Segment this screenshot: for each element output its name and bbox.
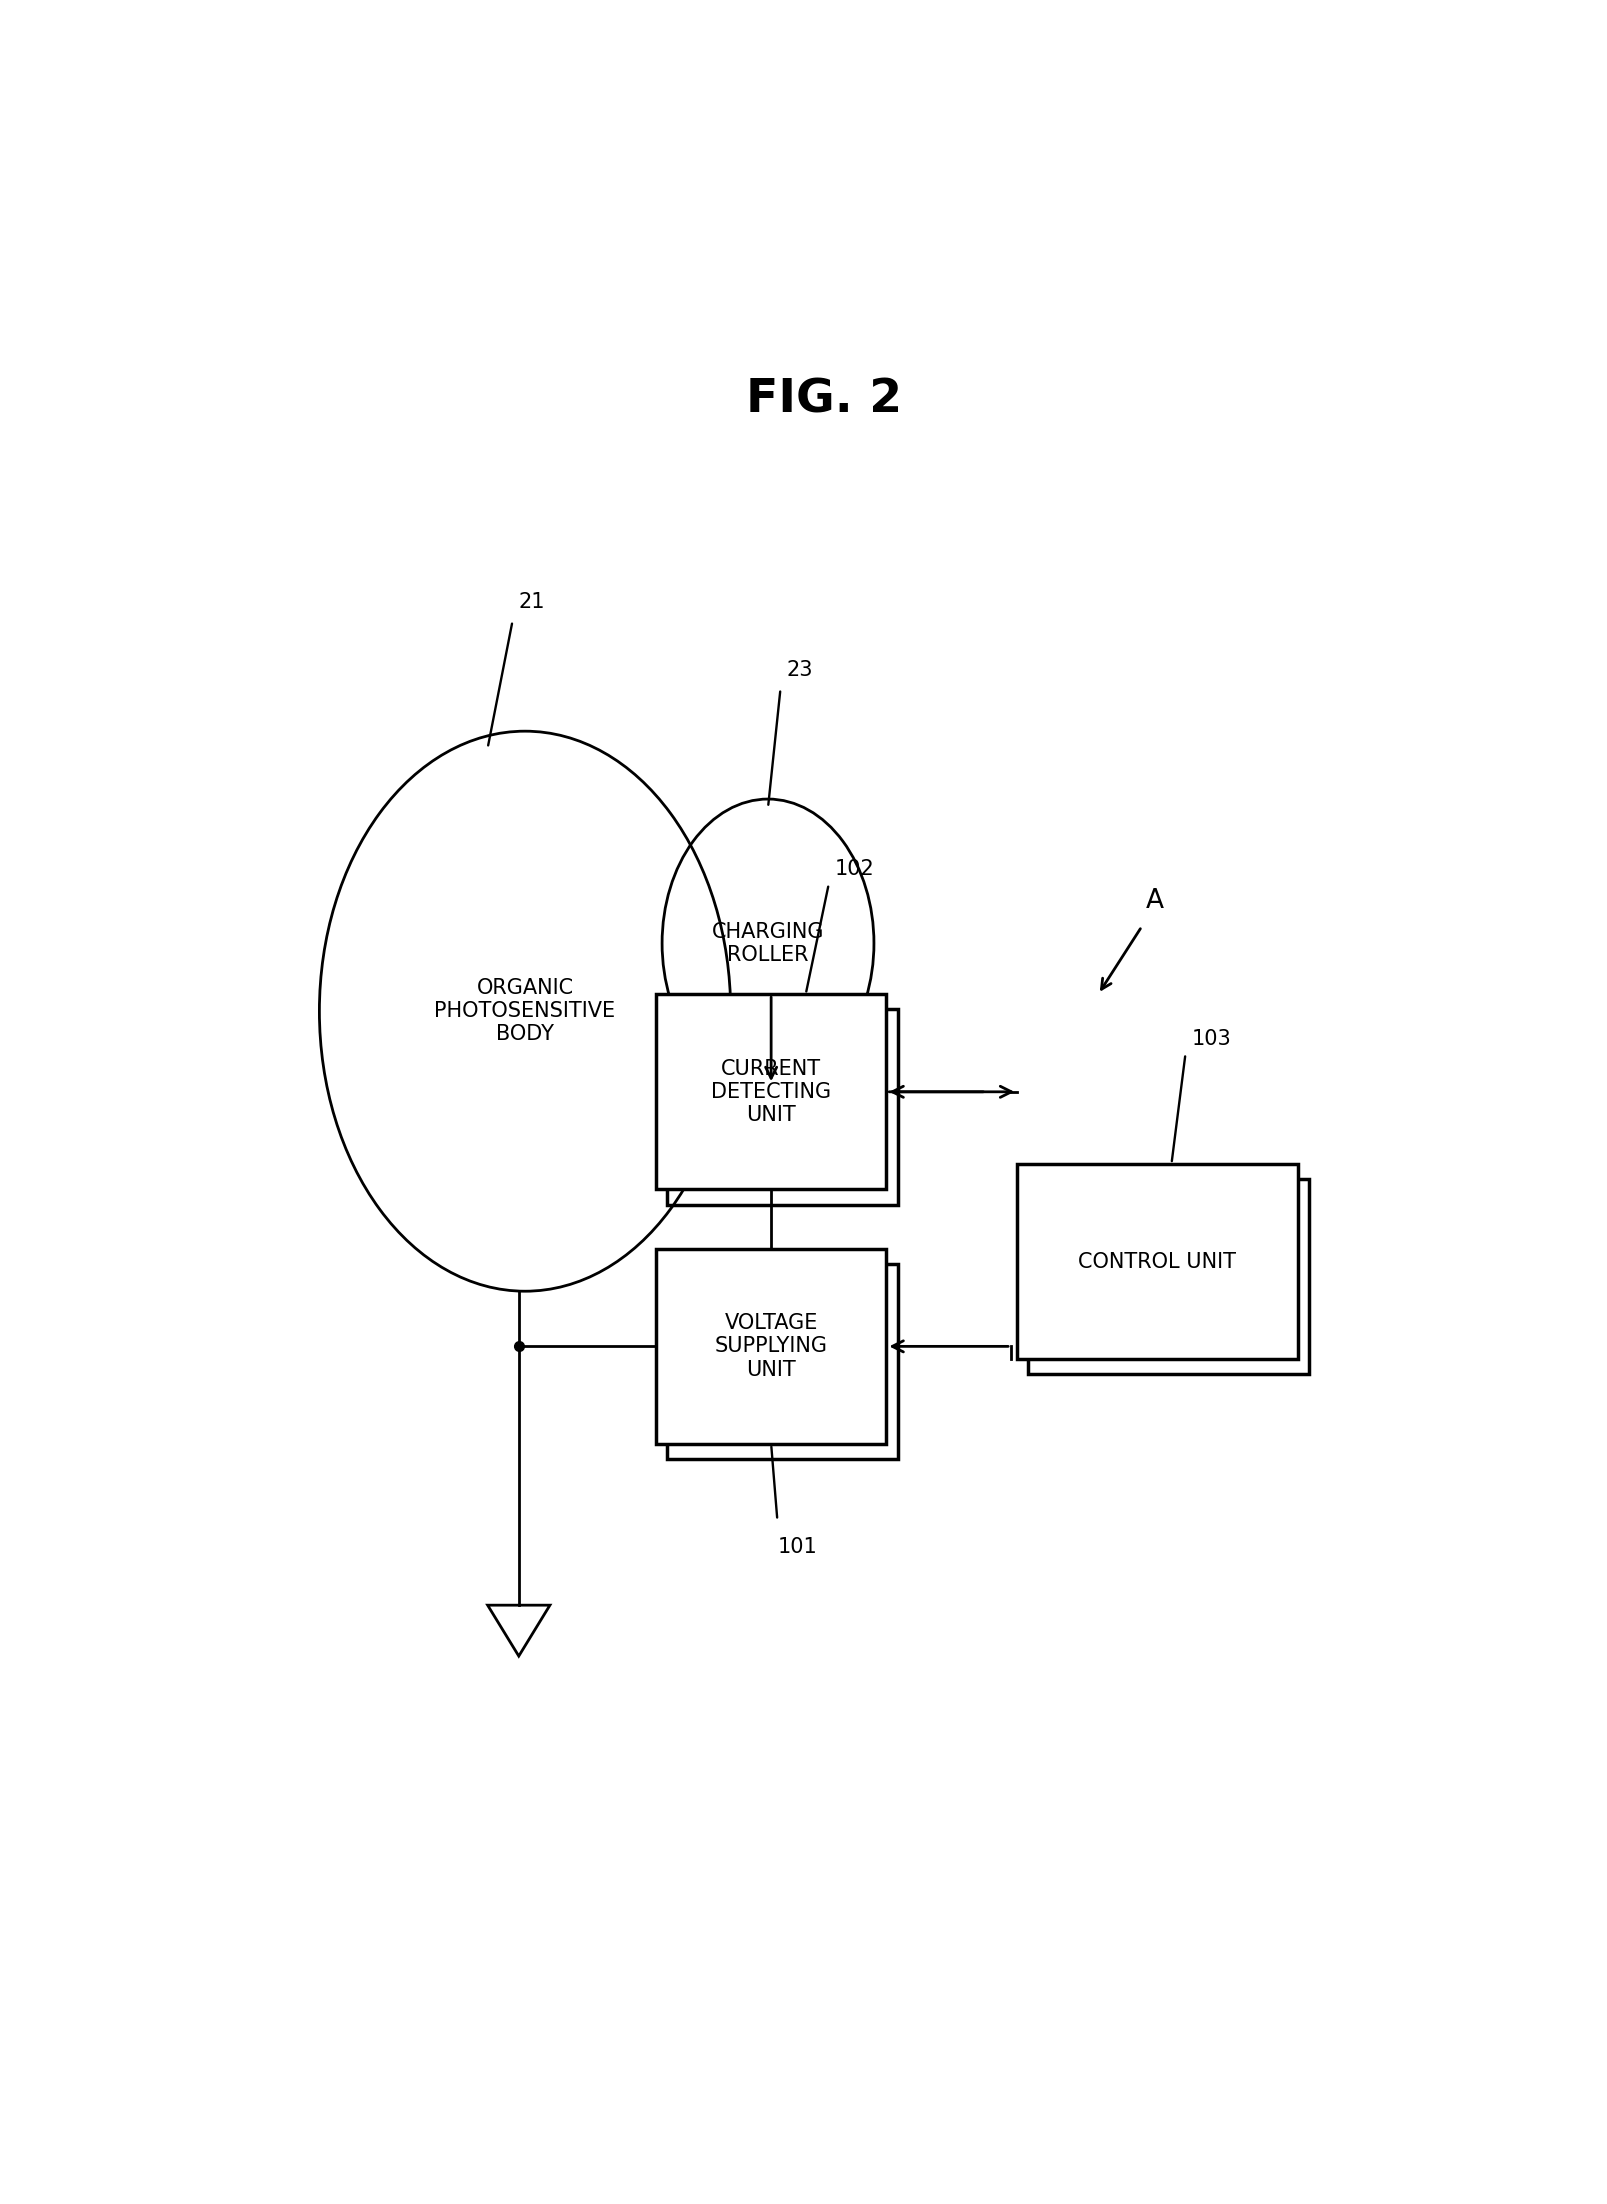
Text: VOLTAGE
SUPPLYING
UNIT: VOLTAGE SUPPLYING UNIT (714, 1314, 828, 1380)
Text: 21: 21 (519, 593, 545, 613)
FancyBboxPatch shape (1017, 1164, 1297, 1360)
FancyBboxPatch shape (656, 1250, 885, 1444)
FancyBboxPatch shape (656, 994, 885, 1190)
Text: CHARGING
ROLLER: CHARGING ROLLER (712, 921, 824, 965)
Text: 101: 101 (776, 1538, 816, 1558)
Text: ORGANIC
PHOTOSENSITIVE
BODY: ORGANIC PHOTOSENSITIVE BODY (434, 979, 615, 1045)
FancyBboxPatch shape (1028, 1179, 1308, 1375)
Text: A: A (1144, 888, 1162, 915)
Text: CURRENT
DETECTING
UNIT: CURRENT DETECTING UNIT (710, 1058, 831, 1124)
Text: 103: 103 (1191, 1029, 1231, 1049)
FancyBboxPatch shape (667, 1265, 897, 1459)
Text: FIG. 2: FIG. 2 (746, 377, 902, 423)
Text: 102: 102 (834, 860, 874, 879)
Text: 23: 23 (786, 661, 813, 681)
FancyBboxPatch shape (667, 1009, 897, 1206)
Text: CONTROL UNIT: CONTROL UNIT (1078, 1252, 1236, 1272)
